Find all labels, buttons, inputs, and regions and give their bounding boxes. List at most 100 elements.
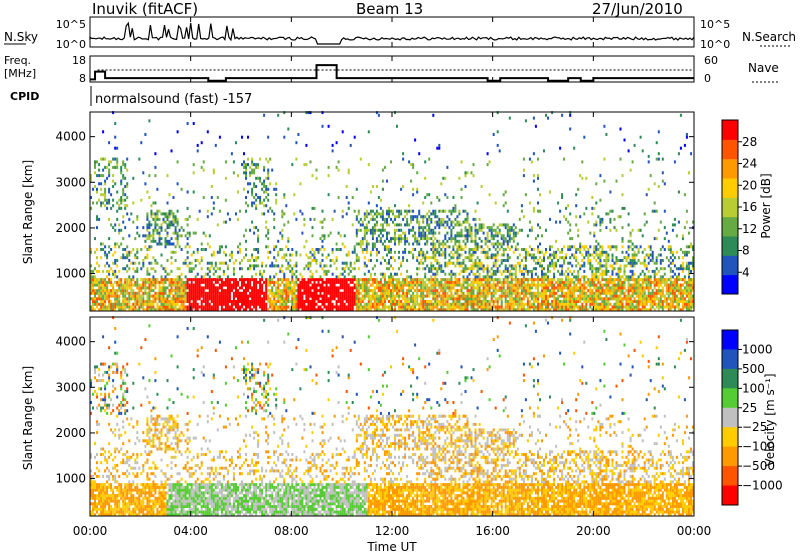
power-cell (263, 212, 266, 216)
power-cell (104, 245, 107, 249)
power-cell (198, 289, 201, 293)
power-cell (551, 261, 554, 265)
power-cell (110, 305, 113, 309)
power-cell (166, 297, 169, 301)
power-cell (428, 294, 431, 298)
power-cell (160, 212, 163, 216)
power-cell (309, 294, 312, 298)
power-cell (490, 231, 493, 235)
power-cell (480, 261, 483, 265)
power-cell (216, 280, 219, 284)
power-cell (498, 278, 501, 282)
power-cell (394, 300, 397, 303)
power-cell (522, 248, 525, 251)
power-cell (518, 267, 521, 271)
power-cell (347, 283, 350, 287)
power-cell (261, 286, 264, 290)
power-cell (144, 308, 147, 312)
power-cell (537, 291, 540, 295)
power-cell (132, 261, 135, 265)
power-cell (329, 280, 332, 284)
power-cell (160, 242, 163, 246)
power-cell (285, 259, 288, 262)
power-cell (224, 278, 227, 282)
power-cell (462, 239, 465, 243)
power-cell (383, 305, 386, 309)
power-cell (116, 190, 119, 194)
power-cell (394, 234, 397, 238)
power-cell (593, 272, 596, 276)
power-cell (526, 280, 529, 284)
power-cell (462, 294, 465, 298)
power-cell (92, 283, 95, 287)
power-cell (341, 305, 344, 309)
power-cell (92, 305, 95, 309)
power-cell (375, 291, 378, 295)
power-cell (174, 259, 177, 262)
power-cell (514, 297, 517, 301)
power-cell (436, 267, 439, 271)
power-cell (510, 278, 513, 282)
power-cell (142, 308, 145, 312)
power-cell (202, 160, 205, 164)
power-cell (323, 217, 326, 221)
power-cell (520, 269, 523, 273)
power-cell (605, 283, 608, 287)
power-cell (476, 278, 479, 282)
power-cell (416, 242, 419, 246)
power-cell (108, 187, 111, 191)
power-cell (458, 223, 461, 227)
power-cell (311, 300, 314, 303)
power-cell (249, 259, 252, 262)
power-cell (458, 248, 461, 251)
power-cell (524, 294, 527, 298)
power-cell (249, 182, 252, 186)
power-cell (100, 174, 103, 178)
power-cell (222, 261, 225, 265)
power-cell (134, 261, 137, 265)
power-cell (130, 297, 133, 301)
power-cell (543, 302, 546, 306)
power-cell (450, 212, 453, 216)
power-cell (432, 239, 435, 243)
power-cell (343, 283, 346, 287)
power-cell (146, 253, 149, 257)
power-cell (500, 289, 503, 293)
power-cell (379, 291, 382, 295)
power-cell (305, 264, 308, 268)
power-cell (102, 286, 105, 290)
power-cell (593, 283, 596, 287)
power-cell (559, 283, 562, 287)
power-cell (200, 256, 203, 260)
power-cell (553, 261, 556, 265)
power-cell (249, 278, 252, 282)
power-cell (295, 308, 298, 312)
power-cell (353, 297, 356, 301)
power-cell (609, 308, 612, 312)
power-cell (94, 163, 97, 167)
power-cell (466, 308, 469, 312)
power-cell (428, 267, 431, 271)
power-cell (140, 267, 143, 271)
power-cell (237, 280, 240, 284)
power-cell (279, 267, 282, 271)
power-cell (436, 269, 439, 273)
power-cell (492, 305, 495, 309)
power-cell (148, 302, 151, 306)
power-cell (94, 300, 97, 303)
power-cell (170, 278, 173, 282)
power-cell (476, 245, 479, 249)
power-cell (184, 280, 187, 284)
power-cell (285, 280, 288, 284)
power-cell (216, 291, 219, 295)
power-cell (424, 286, 427, 290)
power-cell (422, 253, 425, 257)
power-cell (216, 305, 219, 309)
power-cell (422, 267, 425, 271)
power-cell (112, 198, 115, 202)
power-cell (188, 297, 191, 301)
power-cell (404, 215, 407, 219)
power-cell (500, 261, 503, 265)
power-cell (321, 289, 324, 293)
power-cell (464, 280, 467, 284)
